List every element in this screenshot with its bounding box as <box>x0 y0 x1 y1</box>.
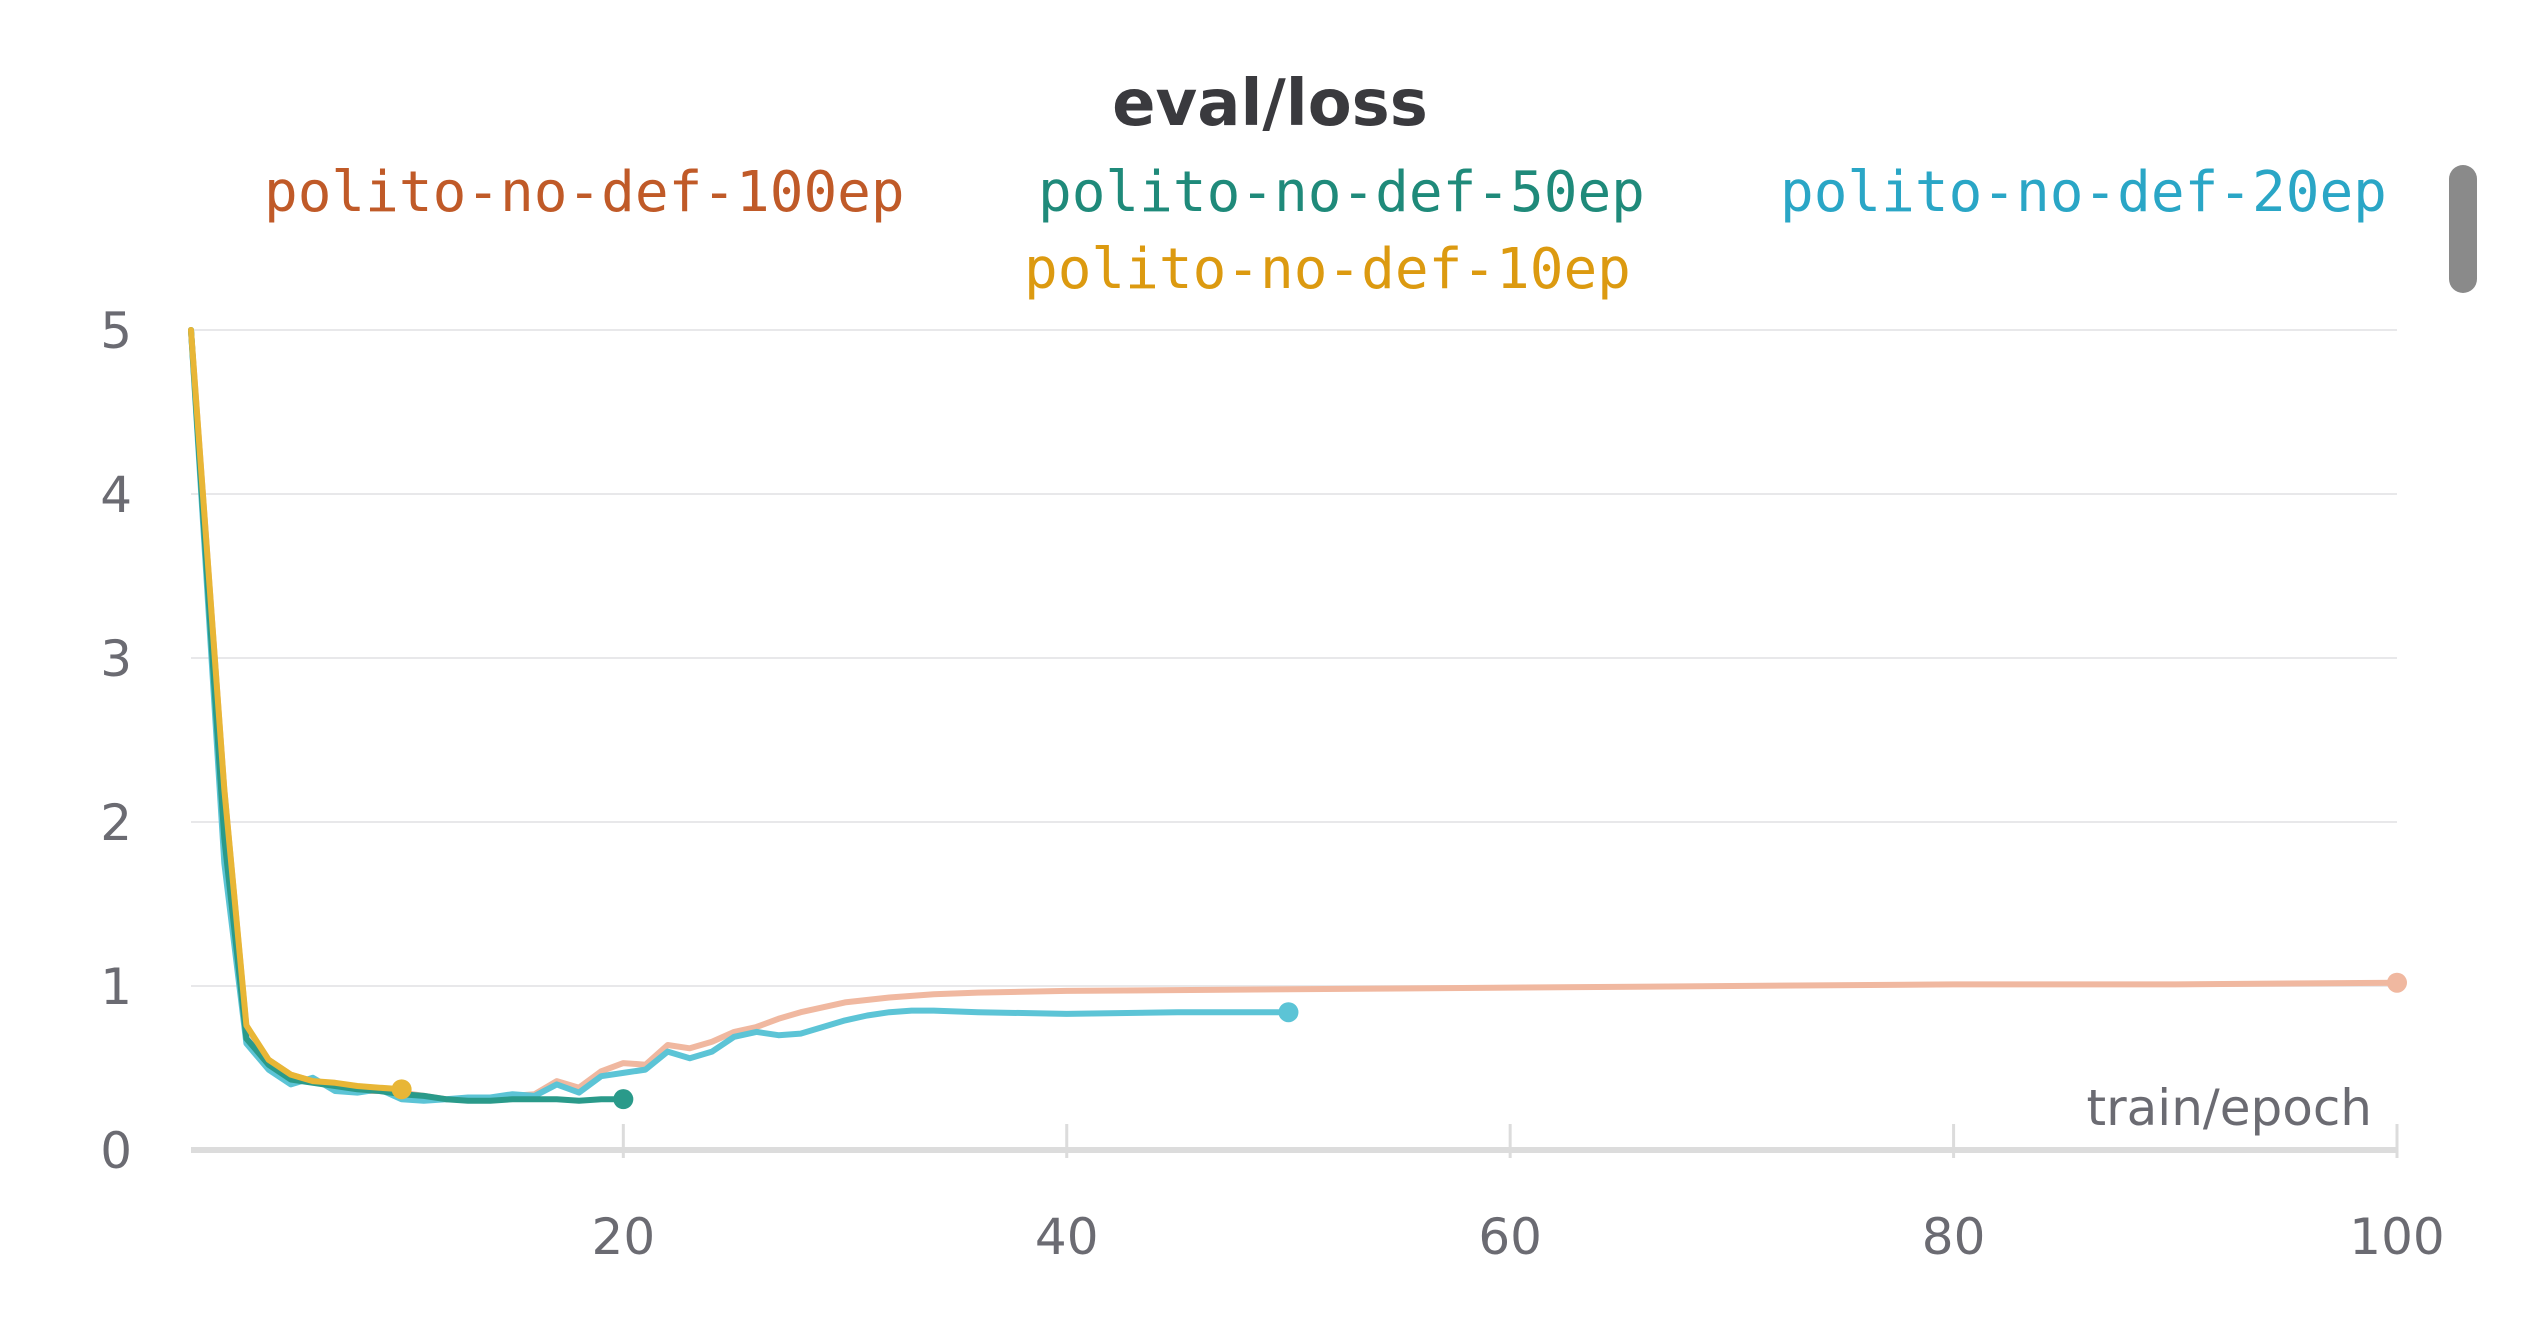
series-line-polito-no-def-50ep[interactable] <box>188 327 627 1104</box>
legend-item-20ep[interactable]: polito-no-def-20ep <box>1780 160 2387 225</box>
y-tick-label: 2 <box>100 794 132 852</box>
y-axis: 0 1 2 3 4 5 <box>100 302 132 1180</box>
chart-title: eval/loss <box>1112 67 1428 141</box>
y-tick-label: 5 <box>100 302 132 360</box>
y-tick-label: 1 <box>100 958 132 1016</box>
x-tick-label: 40 <box>1035 1208 1099 1266</box>
x-axis-label: train/epoch <box>2087 1079 2373 1137</box>
x-tick-label: 100 <box>2349 1208 2444 1266</box>
series-line-polito-no-def-10ep[interactable] <box>188 327 405 1093</box>
y-tick-label: 3 <box>100 630 132 688</box>
gridlines <box>191 329 2397 987</box>
x-tick-label: 20 <box>592 1208 656 1266</box>
x-tick-label: 80 <box>1922 1208 1986 1266</box>
series-line-polito-no-def-100ep[interactable] <box>188 327 2400 1103</box>
series-line-polito-no-def-20ep[interactable] <box>188 327 1292 1104</box>
y-tick-label: 0 <box>100 1122 132 1180</box>
y-tick-label: 4 <box>100 466 132 524</box>
series-lines <box>188 327 2407 1110</box>
legend: polito-no-def-100ep polito-no-def-50ep p… <box>264 160 2387 302</box>
x-axis: 20 40 60 80 100 <box>191 1124 2445 1266</box>
series-endpoint-polito-no-def-100ep[interactable] <box>2387 972 2407 993</box>
scrollbar-thumb[interactable] <box>2449 165 2477 293</box>
x-tick-label: 60 <box>1478 1208 1542 1266</box>
series-endpoint-polito-no-def-10ep[interactable] <box>391 1079 412 1100</box>
legend-item-10ep[interactable]: polito-no-def-10ep <box>1024 237 1631 302</box>
series-endpoint-polito-no-def-50ep[interactable] <box>613 1089 634 1110</box>
legend-item-100ep[interactable]: polito-no-def-100ep <box>264 160 905 225</box>
series-endpoint-polito-no-def-20ep[interactable] <box>1278 1002 1299 1023</box>
legend-item-50ep[interactable]: polito-no-def-50ep <box>1038 160 1645 225</box>
